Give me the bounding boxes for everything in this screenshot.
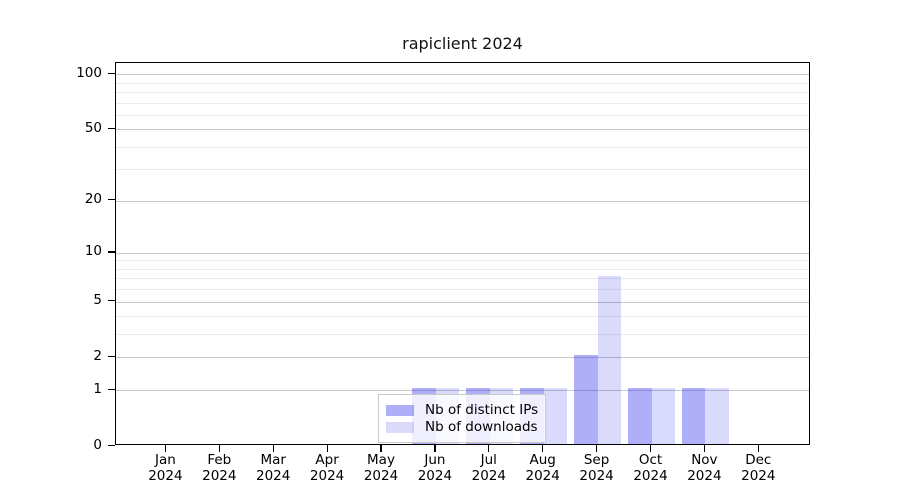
gridline-minor-70	[116, 102, 809, 104]
gridline-major-100	[116, 74, 809, 76]
y-tick-label-0: 0	[93, 436, 102, 453]
gridline-minor-90	[116, 82, 809, 84]
gridline-minor-7	[116, 278, 809, 280]
gridline-major-50	[116, 129, 809, 131]
y-tick-label-10: 10	[84, 243, 102, 260]
y-tick-2	[108, 355, 115, 358]
y-tick-1	[108, 388, 115, 390]
legend: Nb of distinct IPs Nb of downloads	[378, 394, 546, 443]
bar-distinct-ips-nov	[681, 388, 706, 444]
x-tick-label-oct: Oct 2024	[633, 452, 668, 484]
y-tick-50	[108, 127, 115, 129]
x-tick-feb	[218, 445, 220, 452]
legend-label-downloads: Nb of downloads	[425, 419, 538, 435]
gridline-minor-40	[116, 146, 809, 148]
gridline-minor-4	[116, 316, 809, 318]
x-tick-label-apr: Apr 2024	[309, 452, 345, 484]
x-tick-label-mar: Mar 2024	[256, 452, 291, 484]
y-tick-100	[108, 72, 115, 74]
gridline-minor-30	[116, 169, 809, 171]
bar-downloads-oct	[651, 388, 675, 444]
x-tick-label-aug: Aug 2024	[525, 452, 560, 484]
x-tick-label-feb: Feb 2024	[202, 452, 237, 484]
x-tick-mar	[272, 445, 274, 452]
y-tick-20	[108, 199, 115, 201]
gridline-minor-3	[116, 334, 809, 336]
gridline-major-1	[116, 390, 809, 392]
gridline-major-2	[116, 357, 809, 359]
x-tick-label-jan: Jan 2024	[148, 452, 183, 484]
x-tick-sep	[596, 445, 598, 452]
gridline-major-20	[116, 200, 809, 202]
y-tick-label-1: 1	[93, 380, 102, 397]
legend-label-distinct-ips: Nb of distinct IPs	[425, 402, 539, 418]
gridline-minor-6	[116, 289, 809, 291]
bar-downloads-aug	[543, 388, 568, 444]
x-tick-may	[380, 445, 382, 452]
x-tick-aug	[542, 445, 544, 452]
legend-row-downloads: Nb of downloads	[386, 419, 538, 435]
chart-title: rapiclient 2024	[402, 34, 523, 53]
y-tick-label-100: 100	[76, 64, 102, 81]
gridline-minor-9	[116, 260, 809, 262]
x-tick-label-dec: Dec 2024	[741, 452, 776, 484]
x-tick-dec	[757, 445, 759, 452]
x-tick-label-sep: Sep 2024	[579, 452, 614, 484]
gridline-minor-80	[116, 91, 809, 93]
bar-downloads-sep	[597, 276, 622, 444]
gridline-minor-8	[116, 268, 809, 270]
legend-row-distinct-ips: Nb of distinct IPs	[386, 402, 539, 418]
x-tick-oct	[649, 445, 652, 452]
x-tick-label-jul: Jul 2024	[471, 452, 506, 484]
legend-swatch-downloads	[386, 422, 414, 433]
bar-distinct-ips-oct	[628, 388, 652, 444]
x-tick-apr	[326, 445, 328, 452]
x-tick-jan	[164, 445, 167, 452]
y-tick-label-50: 50	[84, 119, 102, 136]
x-tick-jun	[434, 445, 436, 452]
plot-area: Nb of distinct IPs Nb of downloads	[115, 62, 810, 445]
y-tick-label-2: 2	[93, 347, 102, 364]
x-tick-jul	[488, 445, 490, 452]
y-tick-0	[108, 444, 115, 446]
y-tick-5	[108, 300, 115, 302]
y-tick-10	[108, 251, 115, 253]
legend-swatch-distinct-ips	[386, 405, 414, 416]
y-tick-label-20: 20	[84, 191, 102, 208]
gridline-major-5	[116, 301, 809, 303]
x-tick-label-nov: Nov 2024	[687, 452, 722, 484]
bar-distinct-ips-sep	[574, 355, 598, 444]
gridline-minor-60	[116, 114, 809, 116]
x-tick-label-may: May 2024	[363, 452, 399, 484]
y-tick-label-5: 5	[93, 292, 102, 309]
gridline-major-10	[116, 252, 809, 254]
x-tick-label-jun: Jun 2024	[417, 452, 453, 484]
x-tick-nov	[703, 445, 706, 452]
bar-downloads-nov	[705, 388, 729, 444]
